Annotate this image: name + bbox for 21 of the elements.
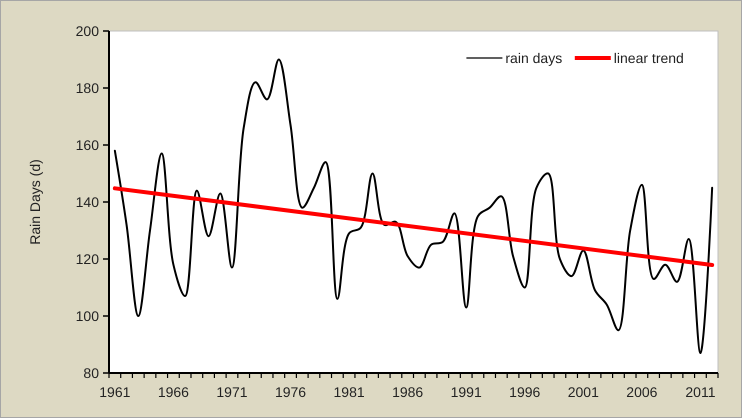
x-tick-label: 2001 xyxy=(568,384,600,400)
x-tick-label: 2011 xyxy=(685,384,716,400)
y-tick-label: 140 xyxy=(76,194,100,210)
x-tick-label: 1971 xyxy=(216,384,248,400)
y-tick-label: 120 xyxy=(76,251,100,267)
y-tick-label: 180 xyxy=(76,80,100,96)
legend-label: rain days xyxy=(505,50,562,66)
x-tick-label: 1991 xyxy=(450,384,482,400)
x-tick-label: 1996 xyxy=(509,384,541,400)
x-tick-label: 1961 xyxy=(99,384,131,400)
y-tick-label: 80 xyxy=(83,365,100,381)
y-tick-label: 200 xyxy=(76,23,100,39)
x-tick-label: 1976 xyxy=(274,384,306,400)
y-tick-label: 160 xyxy=(76,137,100,153)
x-tick-label: 1986 xyxy=(392,384,424,400)
x-tick-label: 1981 xyxy=(334,384,365,400)
y-axis-title: Rain Days (d) xyxy=(27,159,43,245)
legend-label: linear trend xyxy=(614,50,684,66)
x-tick-label: 2006 xyxy=(626,384,658,400)
x-tick-label: 1966 xyxy=(158,384,190,400)
y-tick-label: 100 xyxy=(76,308,100,324)
